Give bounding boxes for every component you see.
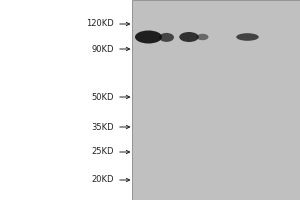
Ellipse shape [135,30,162,44]
Ellipse shape [236,33,259,41]
Text: 25KD: 25KD [92,148,114,156]
Text: 120KD: 120KD [86,20,114,28]
Ellipse shape [179,32,199,42]
Ellipse shape [196,34,208,40]
Text: 20KD: 20KD [92,176,114,184]
Text: 50KD: 50KD [92,92,114,102]
Ellipse shape [159,33,174,42]
Bar [132,0,300,200]
Text: 90KD: 90KD [92,45,114,53]
Text: 35KD: 35KD [92,122,114,132]
